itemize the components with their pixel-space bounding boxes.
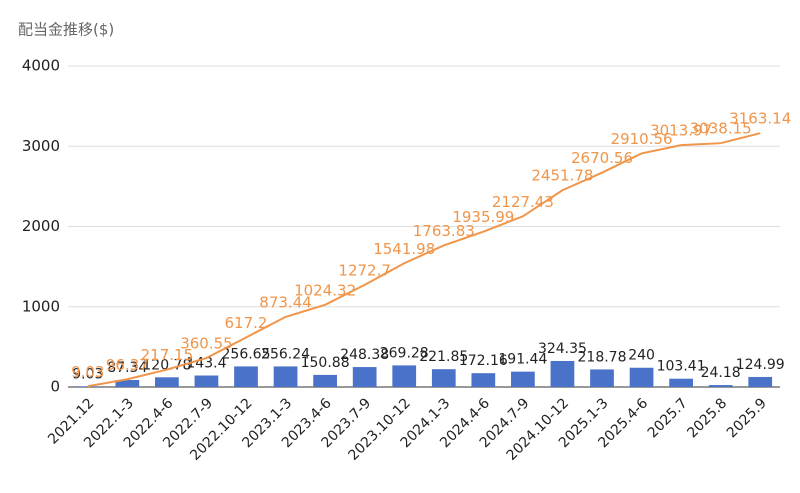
line-label: 2670.56 xyxy=(571,149,633,167)
bar-label: 9.03 xyxy=(72,366,103,382)
line-label: 217.15 xyxy=(141,346,194,364)
y-tick-label: 0 xyxy=(50,378,60,396)
chart-title: 配当金推移($) xyxy=(18,21,114,39)
bar xyxy=(194,375,219,387)
bar xyxy=(75,386,100,387)
line-label: 9.03 xyxy=(71,363,104,381)
line-label: 2451.78 xyxy=(531,167,593,185)
line xyxy=(87,132,761,388)
bar xyxy=(273,366,298,387)
line-label: 96.37 xyxy=(106,356,149,374)
bar xyxy=(155,377,179,387)
bar-label: 103.41 xyxy=(657,359,706,375)
bar-label: 256.65 xyxy=(222,346,271,362)
bar xyxy=(115,379,140,387)
line-label: 1541.98 xyxy=(373,240,435,258)
line-label: 1763.83 xyxy=(413,222,475,240)
bar xyxy=(234,366,258,387)
bar xyxy=(590,369,614,387)
bar xyxy=(629,367,654,387)
bar-label: 120.78 xyxy=(142,357,191,373)
x-tick-label: 2025.9 xyxy=(724,395,770,441)
bar-label: 143.4 xyxy=(186,355,226,371)
line-label: 873.44 xyxy=(259,293,312,311)
bar-label: 172.16 xyxy=(459,353,508,369)
line-label: 3163.14 xyxy=(729,110,791,128)
line-label: 2910.56 xyxy=(611,130,673,148)
line-label: 1935.99 xyxy=(452,208,514,226)
line-label: 2127.43 xyxy=(492,193,554,211)
bar xyxy=(471,373,496,387)
bar-label: 218.78 xyxy=(578,349,627,365)
bar xyxy=(748,376,773,387)
bar-label: 324.35 xyxy=(538,341,587,357)
bar xyxy=(352,367,377,387)
bar-label: 150.88 xyxy=(301,355,350,371)
y-tick-label: 1000 xyxy=(22,297,60,315)
bar-label: 87.34 xyxy=(107,360,147,376)
bar xyxy=(708,385,733,387)
line-label: 1272.7 xyxy=(338,261,391,279)
y-tick-label: 4000 xyxy=(22,57,60,75)
line-label: 3013.97 xyxy=(650,122,712,140)
bar xyxy=(550,360,575,387)
bar xyxy=(313,374,337,387)
bar-label: 191.44 xyxy=(498,352,547,368)
y-tick-label: 3000 xyxy=(22,137,60,155)
bar-label: 269.28 xyxy=(380,345,429,361)
line-label: 360.55 xyxy=(180,335,233,353)
y-tick-label: 2000 xyxy=(22,217,60,235)
x-tick-label: 2025.8 xyxy=(684,395,730,441)
bar xyxy=(392,365,417,387)
bar xyxy=(511,371,535,387)
bar xyxy=(431,369,456,387)
bar-label: 221.85 xyxy=(419,349,468,365)
line-label: 1024.32 xyxy=(294,281,356,299)
bar-label: 24.18 xyxy=(701,365,741,381)
x-tick-label: 2025.7 xyxy=(645,395,691,441)
bar-label: 240 xyxy=(628,348,655,364)
line-label: 617.2 xyxy=(225,314,268,332)
bar-label: 124.99 xyxy=(736,357,785,373)
bar xyxy=(669,378,693,387)
bar-label: 248.38 xyxy=(340,347,389,363)
line-label: 3038.15 xyxy=(690,120,752,138)
bar-label: 256.24 xyxy=(261,346,310,362)
